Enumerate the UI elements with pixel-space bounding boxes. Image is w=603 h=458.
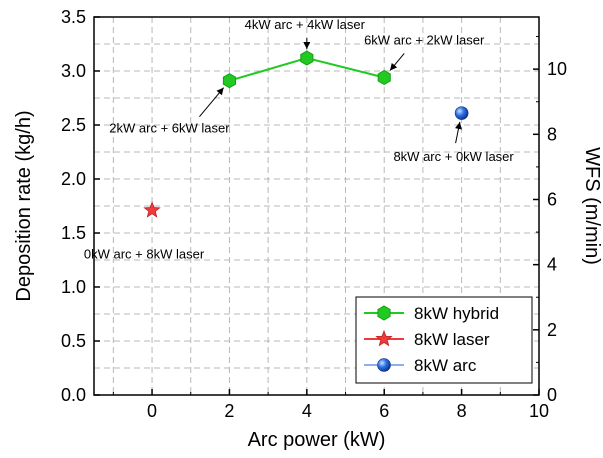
annotation-label: 8kW arc + 0kW laser [393,149,514,164]
data-point [222,73,236,89]
x-tick-label: 4 [302,401,312,421]
annotation-label: 4kW arc + 4kW laser [245,17,366,32]
legend-marker [377,358,391,372]
annotation-arrowhead [303,42,311,50]
series-sphere [454,106,469,120]
data-point [300,50,314,66]
annotation-label: 2kW arc + 6kW laser [109,121,230,136]
data-point [143,201,161,218]
y-tick-label: 0.0 [61,385,86,405]
y-tick-label: 0.5 [61,331,86,351]
y-tick-label: 1.5 [61,223,86,243]
legend: 8kW hybrid 8kW laser 8kW arc [355,296,533,384]
y2-tick-label: 0 [547,385,557,405]
series-star [143,201,161,218]
y-tick-label: 1.0 [61,277,86,297]
y-tick-label: 3.0 [61,61,86,81]
y2-tick-label: 8 [547,124,557,144]
x-tick-label: 6 [379,401,389,421]
annotation-label: 0kW arc + 8kW laser [84,246,205,261]
x-tick-label: 10 [529,401,549,421]
x-tick-label: 2 [224,401,234,421]
legend-item: 8kW arc [364,356,477,375]
legend-item: 8kW laser [364,329,490,349]
annotations: 2kW arc + 6kW laser 4kW arc + 4kW laser6k… [84,17,515,261]
annotation-arrowhead [455,121,462,130]
data-point [377,69,391,86]
y2-tick-label: 4 [547,255,557,275]
x-tick-label: 0 [147,401,157,421]
legend-label: 8kW arc [414,356,477,375]
y2-axis-title: WFS (m/min) [581,147,603,265]
x-tick-label: 8 [457,401,467,421]
y-axis-title: Deposition rate (kg/h) [13,110,35,301]
plot-frame [93,16,540,396]
legend-label: 8kW laser [414,330,490,349]
y2-tick-label: 2 [547,320,557,340]
y-tick-label: 3.5 [61,7,86,27]
y-tick-label: 2.5 [61,115,86,135]
legend-marker [377,305,391,321]
annotation-arrowhead [389,62,398,71]
y-tick-label: 2.0 [61,169,86,189]
axis-ticks: 0 2 4 6 8 10 0.0 0.5 1.0 1.5 2.0 2.5 3.0 3.5 0 2 4 6 8 10 [61,7,567,421]
x-axis-title: Arc power (kW) [248,429,386,451]
series-hexagon [222,50,391,89]
legend-marker [375,329,393,347]
annotation-label: 6kW arc + 2kW laser [364,32,485,47]
series [143,50,469,218]
data-point [454,106,469,120]
legend-item: 8kW hybrid [364,304,499,323]
annotation-arrowhead [216,87,224,96]
y2-tick-label: 10 [547,59,567,79]
legend-label: 8kW hybrid [414,304,499,323]
y2-tick-label: 6 [547,189,557,209]
